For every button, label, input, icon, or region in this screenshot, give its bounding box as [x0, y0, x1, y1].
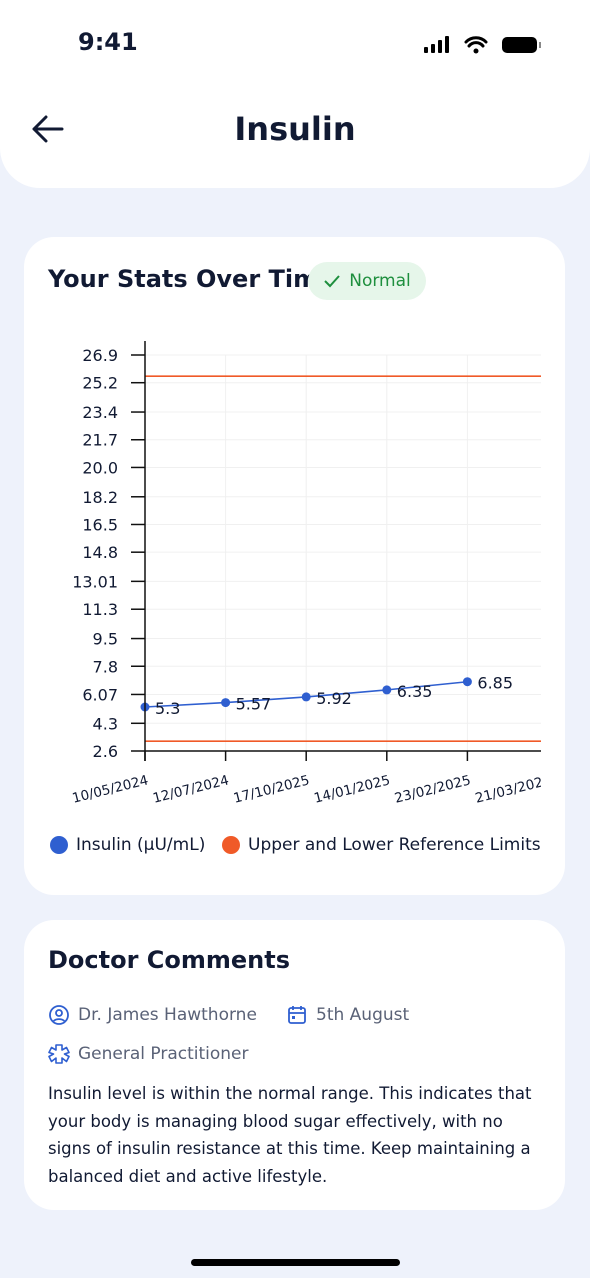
legend-item: Insulin (µU/mL): [50, 835, 205, 855]
data-point: [301, 692, 311, 702]
y-tick-label: 13.01: [72, 572, 118, 591]
data-label: 5.92: [316, 689, 352, 708]
user-icon: [49, 1005, 69, 1025]
status-icons: [424, 36, 541, 54]
medical-icon: [48, 1044, 70, 1064]
y-tick-label: 11.3: [82, 600, 118, 619]
x-tick-label: 12/07/2024: [151, 772, 230, 806]
header: 9:41 Insulin: [0, 0, 590, 188]
y-tick-label: 16.5: [82, 515, 118, 534]
legend-label: Insulin (µU/mL): [76, 835, 206, 855]
y-tick-label: 20.0: [82, 458, 118, 477]
doctor-text: Dr. James Hawthorne: [78, 1005, 257, 1025]
legend-swatch: [50, 836, 68, 854]
y-tick-label: 21.7: [82, 431, 118, 450]
x-tick-label: 17/10/2025: [232, 772, 311, 806]
y-tick-label: 18.2: [82, 488, 118, 507]
y-tick-label: 25.2: [82, 374, 118, 393]
data-label: 5.57: [236, 695, 272, 714]
home-indicator: [191, 1259, 400, 1266]
y-tick-label: 26.9: [82, 346, 118, 365]
x-tick-label: 10/05/2024: [71, 772, 150, 806]
calendar-icon: [288, 1006, 306, 1024]
page-title: Insulin: [234, 110, 356, 148]
x-tick-label: 14/01/2025: [312, 772, 391, 806]
data-point: [382, 685, 392, 695]
y-tick-label: 23.4: [82, 403, 118, 422]
legend-item: Upper and Lower Reference Limits: [222, 835, 541, 855]
data-point: [221, 698, 231, 708]
y-tick-label: 6.07: [82, 685, 118, 704]
legend-label: Upper and Lower Reference Limits: [248, 835, 541, 855]
data-point: [462, 677, 472, 687]
check-icon: [324, 275, 340, 288]
badge-text: Normal: [349, 271, 411, 291]
status-badge: Normal: [308, 262, 426, 300]
y-tick-label: 7.8: [93, 657, 118, 676]
date-text: 5th August: [316, 1005, 410, 1025]
doctor-card: Doctor Comments Dr. James Hawthorne 5th …: [24, 920, 565, 1210]
back-button[interactable]: [30, 113, 66, 145]
card-title: Doctor Comments: [48, 946, 291, 974]
stats-card: Your Stats Over Time Normal 10/05/2024 12…: [24, 237, 565, 895]
specialty: General Practitioner: [48, 1043, 249, 1065]
doctor-name: Dr. James Hawthorne: [48, 1004, 257, 1026]
comment-text: Insulin level is within the normal range…: [48, 1084, 532, 1186]
y-tick-label: 4.3: [93, 714, 118, 733]
card-title: Your Stats Over Time: [48, 265, 335, 293]
data-label: 5.3: [155, 699, 180, 718]
y-tick-label: 2.6: [93, 742, 118, 761]
x-tick-label: 21/03/2025: [474, 772, 553, 806]
chart: 10/05/2024 12/07/2024 17/10/2025 14/01/2025…: [71, 341, 553, 807]
data-label: 6.85: [477, 674, 513, 693]
legend-swatch: [222, 836, 240, 854]
data-label: 6.35: [397, 682, 433, 701]
status-time: 9:41: [78, 28, 138, 56]
y-tick-label: 14.8: [82, 543, 118, 562]
x-tick-label: 23/02/2025: [393, 772, 472, 806]
y-tick-label: 9.5: [93, 630, 118, 649]
comment-date: 5th August: [286, 1004, 409, 1026]
specialty-text: General Practitioner: [78, 1044, 249, 1064]
